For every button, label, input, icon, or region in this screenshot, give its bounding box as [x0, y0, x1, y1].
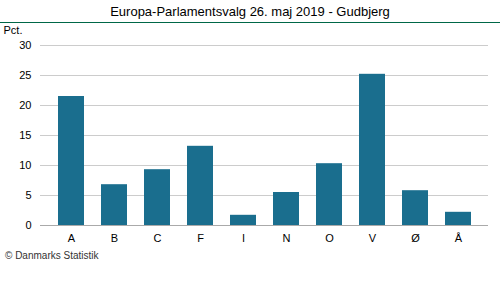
html-text:Europa-Parlamentsvalg 26. maj: Europa-Parlamentsvalg 26. maj 2019 - Gud… [110, 4, 390, 19]
svg-text:C: C [154, 232, 162, 244]
svg-text:Ø: Ø [411, 232, 420, 244]
svg-text:O: O [325, 232, 334, 244]
svg-text:20: 20 [19, 99, 31, 111]
svg-text:0: 0 [25, 219, 31, 231]
html-text:© Danmarks Statistik: © Danmarks Statistik [5, 250, 99, 261]
svg-text:F: F [197, 232, 204, 244]
svg-text:A: A [68, 232, 76, 244]
svg-text:25: 25 [19, 69, 31, 81]
svg-text:Pct.: Pct. [4, 24, 23, 36]
svg-text:N: N [283, 232, 291, 244]
svg-text:Å: Å [455, 232, 463, 244]
svg-text:30: 30 [19, 39, 31, 51]
svg-text:15: 15 [19, 129, 31, 141]
svg-text:V: V [369, 232, 377, 244]
svg-text:5: 5 [25, 189, 31, 201]
svg-text:10: 10 [19, 159, 31, 171]
svg-text:I: I [242, 232, 245, 244]
svg-text:B: B [111, 232, 118, 244]
